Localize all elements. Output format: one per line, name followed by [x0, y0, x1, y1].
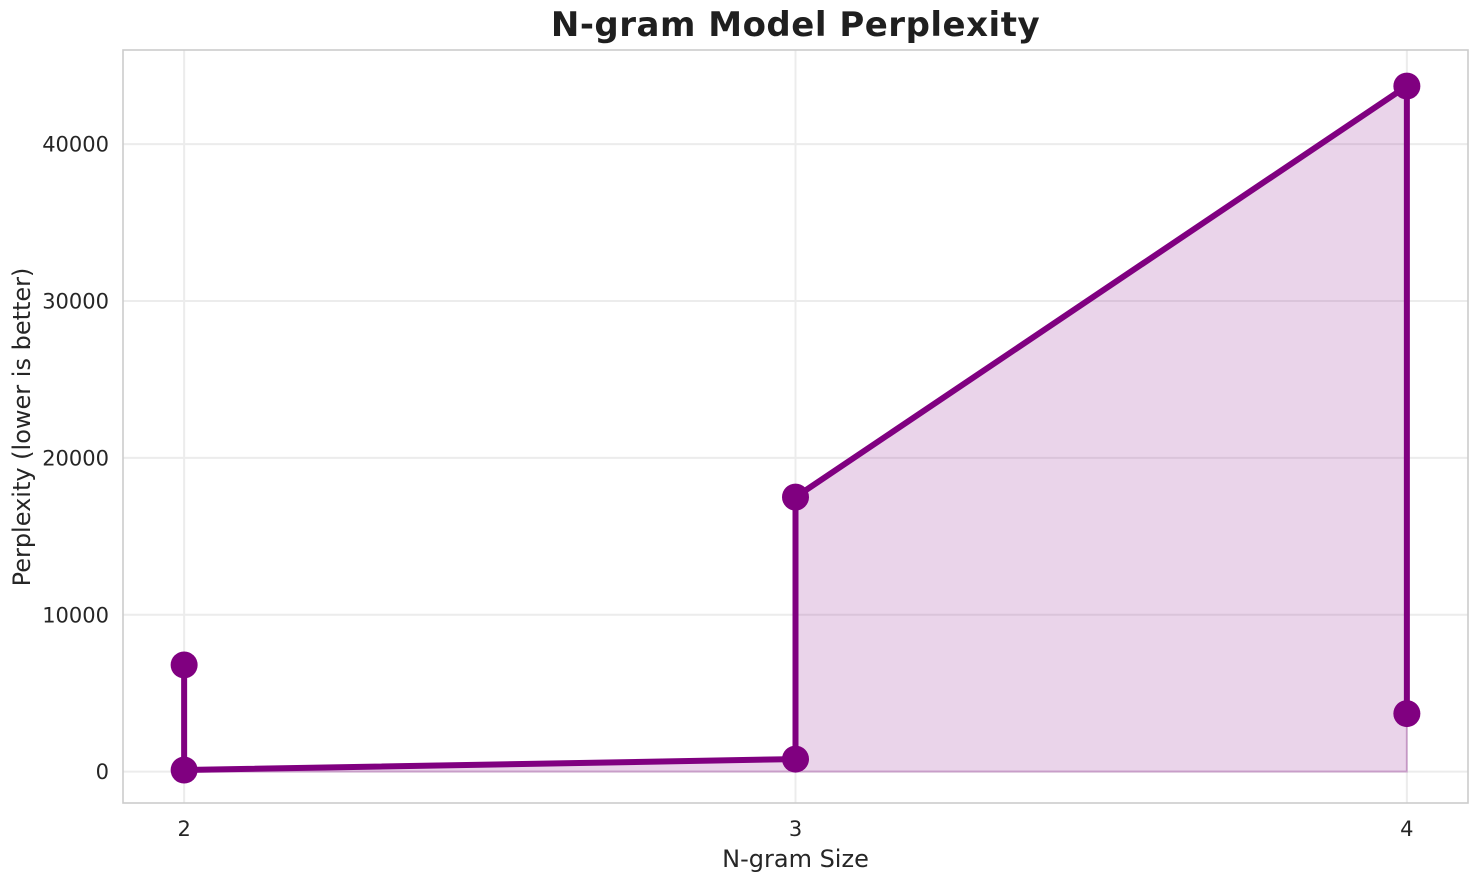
x-tick-label: 2	[177, 817, 190, 841]
y-tick-label: 30000	[42, 290, 109, 314]
chart-title: N-gram Model Perplexity	[550, 5, 1041, 45]
y-tick-label: 10000	[42, 603, 109, 627]
x-axis-label: N-gram Size	[722, 845, 869, 873]
y-tick-label: 0	[96, 760, 109, 784]
data-point-marker	[782, 745, 809, 773]
data-point-marker	[1393, 72, 1421, 100]
data-point-marker	[782, 483, 809, 511]
x-tick-label: 3	[789, 817, 802, 841]
data-point-marker	[170, 651, 198, 679]
y-axis-label: Perplexity (lower is better)	[8, 267, 36, 587]
data-point-marker	[170, 756, 198, 784]
x-tick-label: 4	[1400, 817, 1413, 841]
axes-spines	[122, 49, 1469, 804]
data-point-marker	[1393, 700, 1421, 728]
y-tick-label: 40000	[42, 133, 109, 157]
y-tick-label: 20000	[42, 446, 109, 470]
data-line	[181, 83, 1410, 774]
